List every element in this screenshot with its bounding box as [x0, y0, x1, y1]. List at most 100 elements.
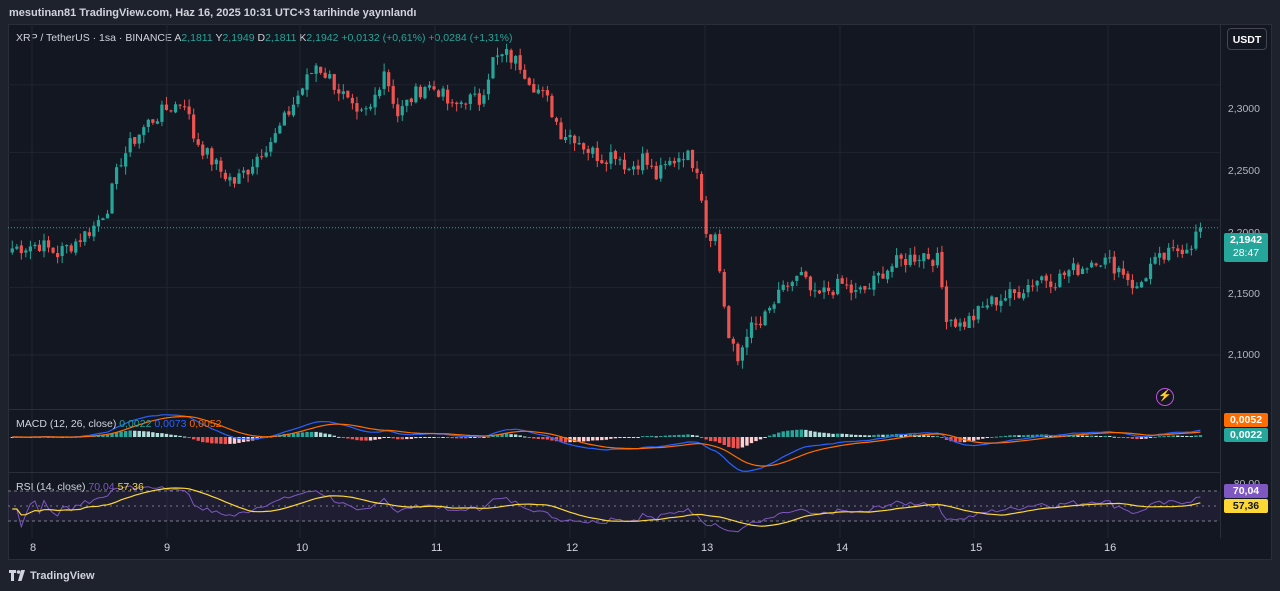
candle-up — [1194, 231, 1198, 249]
macd-histogram-bar — [854, 434, 858, 437]
candle-down — [904, 259, 908, 266]
macd-histogram-bar — [350, 437, 355, 440]
candle-up — [1021, 293, 1026, 299]
candle-down — [182, 106, 187, 108]
candle-up — [917, 259, 921, 261]
macd-histogram-bar — [826, 433, 831, 437]
macd-histogram-bar — [740, 437, 745, 448]
candle-up — [482, 95, 486, 104]
macd-histogram-bar — [831, 433, 835, 437]
macd-histogram-bar — [1089, 435, 1094, 437]
candle-up — [142, 127, 146, 136]
candle-up — [251, 166, 255, 174]
candle-down — [346, 90, 350, 98]
macd-histogram-bar — [645, 435, 649, 437]
macd-histogram-bar — [586, 437, 590, 442]
macd-histogram-bar — [1166, 435, 1171, 437]
footer-brand[interactable]: TradingView — [30, 570, 95, 582]
candle-up — [205, 148, 209, 155]
candle-down — [396, 104, 400, 117]
candle-up — [768, 307, 772, 311]
candle-up — [822, 287, 826, 293]
macd-histogram-bar — [817, 432, 822, 437]
macd-histogram-bar — [985, 437, 989, 438]
rsi-label[interactable]: RSI (14, close) — [16, 481, 86, 493]
macd-signal-badge: 0,0052 — [1224, 413, 1268, 427]
candle-up — [858, 287, 862, 290]
price-chart-svg[interactable] — [8, 24, 1220, 538]
lightning-icon[interactable]: ⚡ — [1156, 388, 1174, 406]
candle-up — [763, 311, 767, 326]
candle-up — [872, 275, 876, 290]
macd-histogram-bar — [822, 432, 826, 437]
macd-histogram-bar — [396, 437, 400, 440]
macd-histogram-bar — [296, 432, 300, 437]
candle-down — [541, 90, 545, 92]
candle-up — [1185, 249, 1189, 254]
candle-down — [645, 152, 649, 165]
candle-up — [890, 266, 894, 272]
macd-histogram-bar — [545, 437, 550, 440]
candle-up — [146, 119, 150, 127]
candle-down — [672, 160, 676, 164]
candle-down — [758, 323, 763, 326]
candle-up — [60, 246, 64, 256]
candle-down — [953, 319, 958, 327]
candle-down — [1044, 275, 1048, 281]
candle-up — [273, 133, 277, 143]
candle-down — [223, 172, 228, 180]
macd-histogram-bar — [994, 436, 999, 438]
macd-hist-value: 0,0022 — [119, 418, 152, 430]
macd-histogram-bar — [436, 437, 441, 438]
macd-histogram-bar — [10, 437, 14, 438]
candle-down — [845, 284, 849, 286]
macd-histogram-bar — [214, 437, 219, 444]
candle-down — [518, 55, 522, 70]
candle-up — [473, 93, 477, 95]
candle-up — [659, 165, 663, 179]
x-tick-label: 13 — [701, 542, 714, 554]
macd-histogram-bar — [418, 437, 423, 439]
macd-histogram-bar — [223, 437, 228, 445]
macd-histogram-bar — [967, 437, 971, 442]
macd-histogram-bar — [441, 437, 445, 438]
candle-up — [745, 336, 749, 348]
macd-histogram-bar — [119, 431, 123, 437]
candle-up — [1198, 227, 1203, 232]
macd-histogram-bar — [885, 434, 890, 437]
currency-button[interactable]: USDT — [1227, 28, 1267, 50]
macd-histogram-bar — [944, 437, 949, 440]
macd-histogram-bar — [1153, 436, 1157, 438]
candle-down — [709, 234, 713, 242]
high-label: Y — [215, 32, 223, 44]
candle-up — [876, 273, 881, 276]
candle-down — [1180, 249, 1184, 255]
macd-histogram-bar — [1194, 435, 1198, 437]
x-tick-label: 10 — [296, 542, 309, 554]
symbol-name[interactable]: XRP / TetherUS · 1sa · BINANCE — [16, 32, 172, 44]
chart-frame[interactable] — [8, 24, 1272, 560]
candle-down — [573, 135, 577, 144]
macd-histogram-bar — [1098, 436, 1103, 438]
macd-histogram-bar — [432, 437, 436, 438]
candle-up — [677, 158, 681, 163]
macd-histogram-bar — [890, 434, 894, 437]
macd-pane-separator — [8, 409, 1220, 410]
candle-up — [10, 248, 14, 253]
macd-histogram-bar — [473, 437, 477, 438]
candle-down — [409, 98, 413, 103]
candle-down — [727, 306, 731, 339]
candle-up — [790, 282, 794, 287]
candle-up — [618, 159, 622, 161]
symbol-legend: XRP / TetherUS · 1sa · BINANCE A2,1811 Y… — [16, 32, 512, 44]
macd-histogram-bar — [332, 435, 336, 437]
macd-histogram-bar — [940, 437, 944, 438]
candle-down — [387, 72, 391, 87]
macd-histogram-bar — [414, 437, 418, 439]
candle-up — [291, 104, 296, 116]
macd-label[interactable]: MACD (12, 26, close) — [16, 418, 117, 430]
candle-down — [260, 156, 264, 158]
macd-histogram-bar — [659, 435, 663, 437]
candle-down — [804, 271, 808, 278]
candle-down — [613, 150, 618, 160]
